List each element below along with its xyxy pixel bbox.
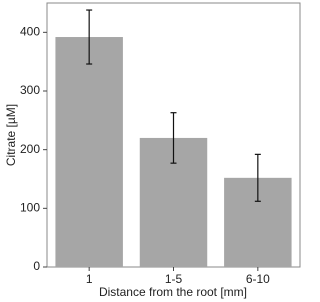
y-tick-label: 200 — [20, 142, 40, 156]
x-tick-label: 1-5 — [165, 272, 183, 286]
y-tick-label: 300 — [20, 83, 40, 97]
bar — [55, 37, 123, 267]
y-tick-label: 400 — [20, 25, 40, 39]
y-tick-label: 100 — [20, 201, 40, 215]
x-tick-label: 6-10 — [246, 272, 270, 286]
x-axis-label: Distance from the root [mm] — [99, 285, 247, 299]
x-tick-label: 1 — [86, 272, 93, 286]
y-tick-label: 0 — [33, 259, 40, 273]
y-axis-label: Citrate [µM] — [4, 104, 18, 166]
chart: Distance from the root [mm] Citrate [µM]… — [4, 2, 301, 299]
